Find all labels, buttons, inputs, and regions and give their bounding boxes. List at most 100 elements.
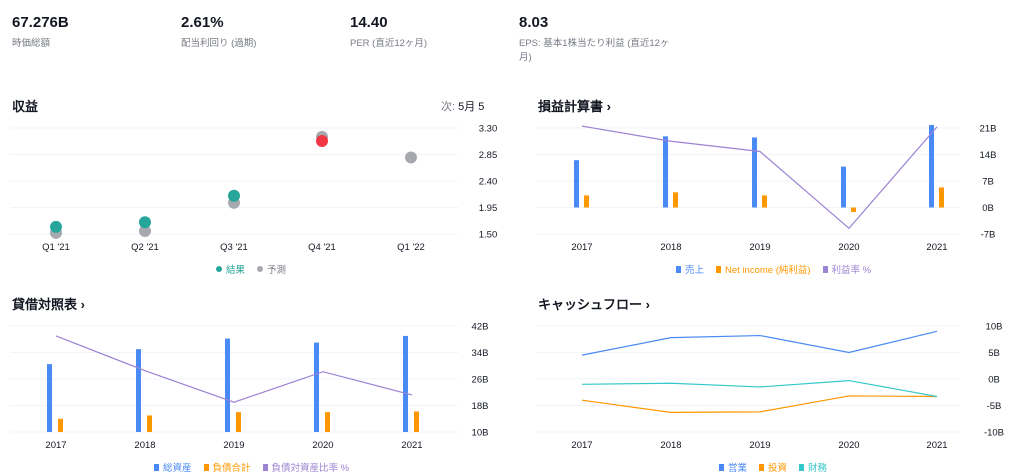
revenue-bar xyxy=(752,137,757,208)
actual-point xyxy=(139,216,151,229)
y-tick-label: 5B xyxy=(988,348,1000,359)
stat-market-cap: 67.276B 時価総額 xyxy=(12,14,69,51)
legend-label: Net income (純利益) xyxy=(725,265,811,276)
y-tick-label: 7B xyxy=(982,177,994,188)
balance-legend: 総資産 負債合計 負債対資産比率 % xyxy=(154,460,349,474)
actual-point xyxy=(228,189,240,202)
legend-item[interactable]: 投資 xyxy=(759,460,787,474)
y-tick-label: 10B xyxy=(986,322,1003,333)
revenue-bar xyxy=(841,166,846,208)
legend-item[interactable]: 負債対資産比率 % xyxy=(262,460,349,474)
legend-swatch xyxy=(676,265,681,273)
x-tick-label: 2021 xyxy=(926,440,947,451)
x-tick-label: 2021 xyxy=(926,242,947,253)
legend-swatch xyxy=(716,265,722,273)
earnings-legend: 結果 予測 xyxy=(216,262,286,276)
stat-value: 14.40 xyxy=(350,14,388,31)
profit-margin-line xyxy=(581,125,938,230)
investing-cashflow-line xyxy=(581,395,938,413)
x-tick-label: 2017 xyxy=(571,242,592,253)
legend-swatch xyxy=(719,463,724,471)
y-tick-label: 42B xyxy=(472,322,489,333)
stat-eps: 8.03 EPS: 基本1株当たり利益 (直近12ヶ月) xyxy=(519,14,679,65)
legend-swatch xyxy=(203,463,209,471)
x-tick-label: 2020 xyxy=(838,242,859,253)
x-tick-label: Q2 '21 xyxy=(131,242,159,253)
next-value: 5月 5 xyxy=(458,101,485,113)
x-tick-label: 2019 xyxy=(223,440,244,451)
x-tick-label: Q3 '21 xyxy=(220,242,248,253)
x-tick-label: 2021 xyxy=(401,440,422,451)
net-income-bar xyxy=(584,195,589,208)
legend-item[interactable]: 負債合計 xyxy=(203,460,251,474)
earnings-title: 収益 xyxy=(12,99,39,114)
stat-label: EPS: 基本1株当たり利益 (直近12ヶ月) xyxy=(519,38,670,63)
x-tick-label: 2017 xyxy=(45,440,66,451)
earnings-chart: 3.30 2.85 2.40 1.95 1.50 Q1 '21 Q2 '21 Q3 '21 Q4… xyxy=(10,124,498,253)
legend-dot xyxy=(257,266,264,272)
stat-per: 14.40 PER (直近12ヶ月) xyxy=(350,14,427,51)
y-tick-label: -7B xyxy=(981,230,996,241)
x-tick-label: 2018 xyxy=(660,440,681,451)
legend-label: 投資 xyxy=(768,463,788,474)
legend-label: 営業 xyxy=(728,463,748,474)
stat-label: 配当利回り (過期) xyxy=(181,38,257,49)
legend-item[interactable]: 売上 xyxy=(676,262,704,276)
actual-point xyxy=(50,220,62,233)
legend-item[interactable]: 結果 xyxy=(216,262,245,276)
total-assets-bar xyxy=(225,338,230,432)
stat-value: 8.03 xyxy=(519,14,549,31)
net-income-bar xyxy=(673,192,678,208)
y-tick-label: 2.40 xyxy=(479,177,498,188)
legend-label: 財務 xyxy=(808,463,828,474)
total-assets-bar xyxy=(314,342,319,432)
total-liabilities-bar xyxy=(236,412,241,432)
y-tick-label: -10B xyxy=(984,428,1004,439)
actual-point xyxy=(316,134,328,147)
legend-label: 結果 xyxy=(226,265,246,276)
x-tick-label: 2019 xyxy=(749,440,770,451)
legend-item[interactable]: Net income (純利益) xyxy=(716,262,811,276)
stat-label: PER (直近12ヶ月) xyxy=(350,38,428,49)
y-tick-label: 26B xyxy=(472,375,489,386)
revenue-bar xyxy=(929,124,934,208)
y-tick-label: 10B xyxy=(472,428,489,439)
total-liabilities-bar xyxy=(325,412,330,432)
y-tick-label: 3.30 xyxy=(479,124,498,135)
y-tick-label: -5B xyxy=(987,401,1002,412)
x-tick-label: 2020 xyxy=(312,440,333,451)
legend-label: 予測 xyxy=(267,265,287,276)
total-liabilities-bar xyxy=(58,418,63,432)
legend-item[interactable]: 財務 xyxy=(799,460,827,474)
total-assets-bar xyxy=(136,349,141,432)
legend-item[interactable]: 営業 xyxy=(719,460,747,474)
x-tick-label: Q1 '22 xyxy=(397,242,425,253)
legend-item[interactable]: 予測 xyxy=(257,262,286,276)
stat-value: 67.276B xyxy=(12,14,69,31)
income-legend: 売上 Net income (純利益) 利益率 % xyxy=(676,262,871,276)
legend-label: 売上 xyxy=(685,265,705,276)
x-tick-label: Q4 '21 xyxy=(308,242,336,253)
legend-item[interactable]: 総資産 xyxy=(154,460,192,474)
next-label: 次: xyxy=(441,101,456,113)
income-chart: 21B 14B 7B 0B -7B 2017 2018 2019 2020 2021 xyxy=(536,124,996,253)
cashflow-legend: 営業 投資 財務 xyxy=(719,460,827,474)
y-tick-label: 0B xyxy=(988,375,1000,386)
cashflow-link[interactable]: キャッシュフロー › xyxy=(538,297,650,312)
x-tick-label: 2018 xyxy=(660,242,681,253)
y-tick-label: 1.95 xyxy=(479,203,498,214)
next-earnings-date: 次: 5月 5 xyxy=(441,98,484,114)
x-tick-label: 2020 xyxy=(838,440,859,451)
balance-sheet-link[interactable]: 貸借対照表 › xyxy=(12,297,85,312)
total-assets-bar xyxy=(403,335,408,432)
x-tick-label: 2019 xyxy=(749,242,770,253)
income-statement-link[interactable]: 損益計算書 › xyxy=(538,99,611,114)
net-income-bar xyxy=(939,187,944,208)
financing-cashflow-line xyxy=(581,379,938,398)
legend-item[interactable]: 利益率 % xyxy=(822,262,871,276)
legend-swatch xyxy=(799,463,805,471)
legend-label: 負債合計 xyxy=(212,463,251,474)
stat-value: 2.61% xyxy=(181,14,224,31)
net-income-bar xyxy=(851,207,856,213)
net-income-bar xyxy=(762,195,767,208)
